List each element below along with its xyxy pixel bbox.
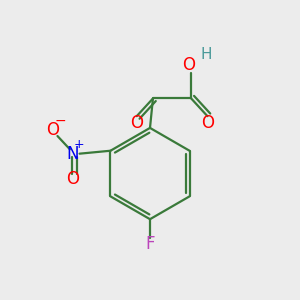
Text: O: O: [66, 170, 79, 188]
Text: O: O: [46, 121, 60, 139]
Text: H: H: [201, 47, 212, 62]
Text: O: O: [182, 56, 195, 74]
Text: −: −: [55, 114, 66, 128]
Text: +: +: [74, 138, 84, 151]
Text: N: N: [66, 145, 78, 163]
Text: F: F: [145, 235, 155, 253]
Text: O: O: [130, 115, 143, 133]
Text: O: O: [201, 115, 214, 133]
